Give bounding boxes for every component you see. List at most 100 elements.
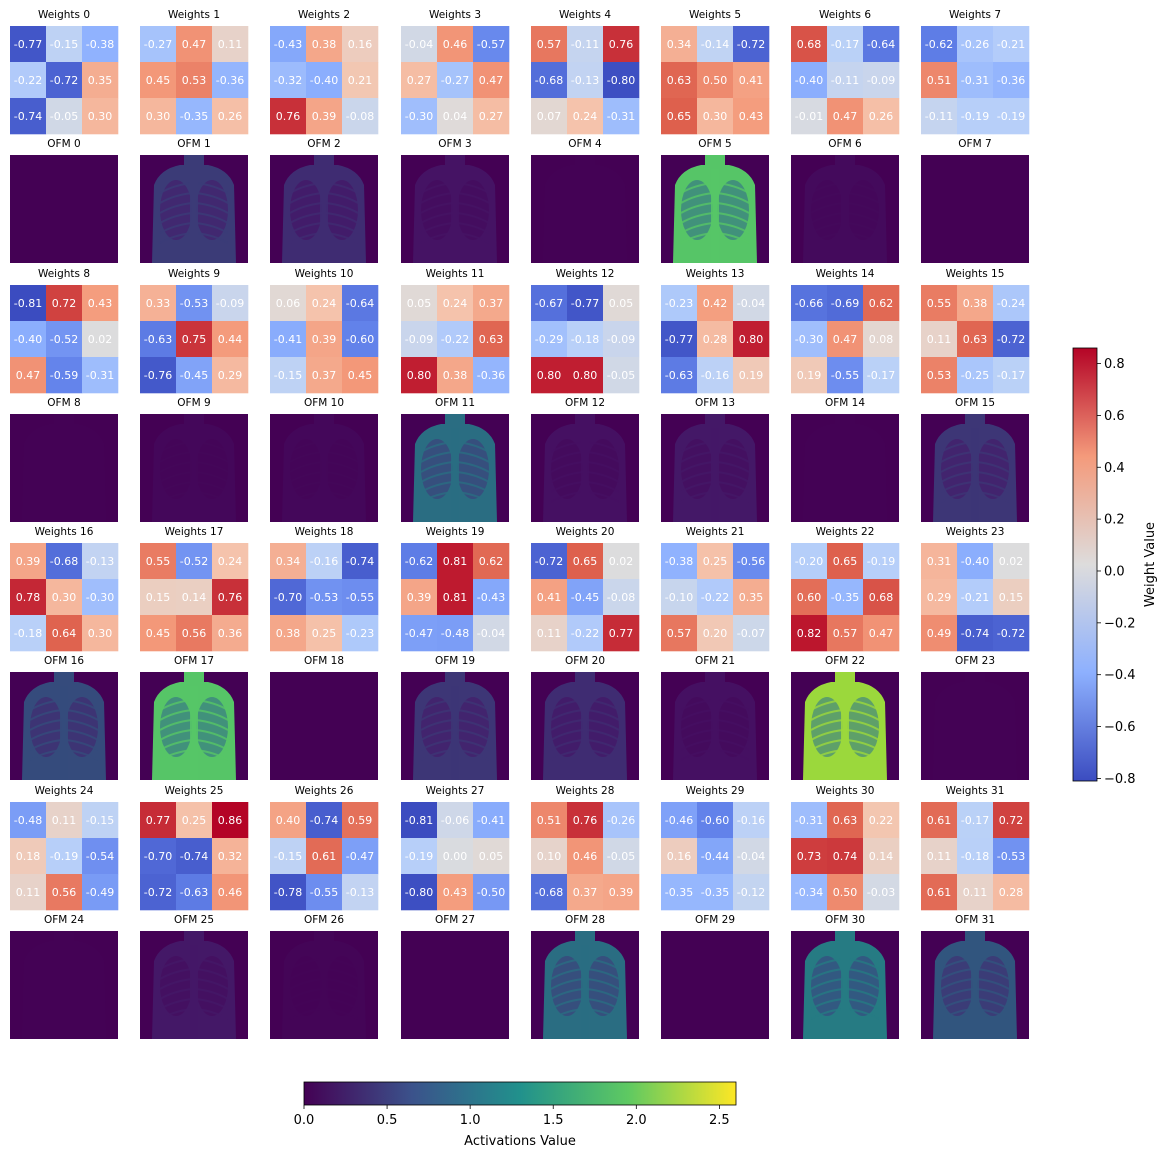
ofm-panel-19: OFM 19 xyxy=(401,655,509,780)
weight-cell xyxy=(733,321,770,358)
weight-value-label: 0.80 xyxy=(573,369,598,382)
weight-cell xyxy=(306,285,343,322)
weight-value-label: -0.22 xyxy=(14,74,42,87)
weight-value-label: -0.63 xyxy=(144,333,172,346)
weight-cell xyxy=(212,543,249,580)
weight-value-label: -0.31 xyxy=(795,814,823,827)
weight-cell xyxy=(531,874,568,911)
ofm-title-7: OFM 7 xyxy=(958,138,991,150)
weight-value-label: -0.14 xyxy=(701,38,729,51)
weight-value-label: 0.63 xyxy=(833,814,858,827)
weight-cell xyxy=(957,26,994,63)
weight-cell xyxy=(531,98,568,135)
weight-value-label: -0.05 xyxy=(50,110,78,123)
weight-value-label: 0.53 xyxy=(182,74,207,87)
weight-value-label: -0.21 xyxy=(997,38,1025,51)
weight-value-label: 0.16 xyxy=(667,850,692,863)
weight-cell xyxy=(270,802,307,839)
weight-cell xyxy=(863,321,900,358)
weight-cell xyxy=(863,26,900,63)
weight-value-label: -0.72 xyxy=(144,886,172,899)
weight-cell xyxy=(46,98,83,135)
weight-value-label: -0.81 xyxy=(14,297,42,310)
weight-value-label: -0.68 xyxy=(535,886,563,899)
weights-title-3: Weights 3 xyxy=(429,9,481,21)
weight-value-label: 0.35 xyxy=(88,74,113,87)
weight-value-label: 0.43 xyxy=(88,297,113,310)
weight-cell xyxy=(176,357,213,394)
weight-cell xyxy=(82,543,119,580)
weight-cell xyxy=(82,838,119,875)
ofm-panel-12: OFM 12 xyxy=(531,397,639,522)
weight-value-label: -0.35 xyxy=(701,886,729,899)
weight-cell xyxy=(473,62,510,99)
weight-value-label: 0.47 xyxy=(16,369,41,382)
weight-cell xyxy=(827,838,864,875)
weights-title-19: Weights 19 xyxy=(426,526,485,538)
weight-value-label: 0.29 xyxy=(927,591,952,604)
weight-value-label: -0.49 xyxy=(86,886,114,899)
weights-panel-27: Weights 27 -0.81 -0.06 -0.41 -0.19 0.00 0.05 -0… xyxy=(401,785,510,911)
weights-panel-24: Weights 24 -0.48 0.11 -0.15 0.18 -0.19 -0.54 0.… xyxy=(10,785,119,911)
weight-cell xyxy=(733,26,770,63)
weight-value-label: 0.39 xyxy=(312,110,337,123)
weights-panel-18: Weights 18 0.34 -0.16 -0.74 -0.70 -0.53 -0.55 0… xyxy=(270,526,379,652)
weight-value-label: 0.26 xyxy=(218,110,243,123)
weight-cell xyxy=(10,62,47,99)
weight-cell xyxy=(863,615,900,652)
weights-panel-9: Weights 9 0.33 -0.53 -0.09 -0.63 0.75 0.44 -0.7… xyxy=(140,268,249,394)
weight-value-label: -0.35 xyxy=(831,591,859,604)
weight-value-label: -0.05 xyxy=(607,369,635,382)
weight-value-label: -0.18 xyxy=(961,850,989,863)
weight-cell xyxy=(733,98,770,135)
weight-cell xyxy=(401,615,438,652)
weight-value-label: 0.30 xyxy=(703,110,728,123)
weight-cell xyxy=(342,98,379,135)
weight-value-label: 0.36 xyxy=(218,627,243,640)
weight-cell xyxy=(10,874,47,911)
weights-panel-7: Weights 7 -0.62 -0.26 -0.21 0.51 -0.31 -0.36 -0… xyxy=(921,9,1030,135)
weight-cell xyxy=(342,615,379,652)
weight-cell xyxy=(437,874,474,911)
weight-value-label: 0.61 xyxy=(312,850,337,863)
weight-value-label: -0.77 xyxy=(665,333,693,346)
weights-panel-26: Weights 26 0.40 -0.74 0.59 -0.15 0.61 -0.47 -0.… xyxy=(270,785,379,911)
weight-cell xyxy=(401,357,438,394)
ofm-chest-image xyxy=(673,672,757,780)
weight-value-label: -0.48 xyxy=(441,627,469,640)
weight-value-label: -0.15 xyxy=(274,369,302,382)
weight-cell xyxy=(863,802,900,839)
weights-panel-28: Weights 28 0.51 0.76 -0.26 0.10 0.46 -0.05 -0.6… xyxy=(531,785,640,911)
weight-cell xyxy=(827,26,864,63)
ofm-chest-image xyxy=(803,672,887,780)
weight-value-label: 0.57 xyxy=(667,627,692,640)
weight-cell xyxy=(791,543,828,580)
ofm-chest-image xyxy=(282,414,366,522)
weight-value-label: -0.30 xyxy=(405,110,433,123)
weight-cell xyxy=(342,62,379,99)
weight-cell xyxy=(342,874,379,911)
weight-value-label: 0.24 xyxy=(573,110,598,123)
weight-cell xyxy=(212,579,249,616)
weight-value-label: 0.53 xyxy=(927,369,952,382)
weight-value-label: -0.12 xyxy=(737,886,765,899)
weight-value-label: -0.68 xyxy=(535,74,563,87)
weights-colorbar-tick-label: −0.8 xyxy=(1104,772,1136,787)
weight-value-label: -0.48 xyxy=(14,814,42,827)
ofm-title-12: OFM 12 xyxy=(565,397,605,409)
weight-cell xyxy=(603,838,640,875)
weight-cell xyxy=(957,838,994,875)
weight-cell xyxy=(993,357,1030,394)
weight-cell xyxy=(342,285,379,322)
weights-colorbar-bar xyxy=(1072,347,1098,782)
weight-value-label: 0.25 xyxy=(703,555,728,568)
weight-value-label: 0.15 xyxy=(999,591,1024,604)
weight-cell xyxy=(863,98,900,135)
weight-value-label: -0.27 xyxy=(144,38,172,51)
weight-cell xyxy=(473,802,510,839)
weight-value-label: -0.13 xyxy=(571,74,599,87)
weight-cell xyxy=(473,615,510,652)
weight-value-label: -0.41 xyxy=(477,814,505,827)
weight-cell xyxy=(401,321,438,358)
weight-value-label: 0.39 xyxy=(16,555,41,568)
